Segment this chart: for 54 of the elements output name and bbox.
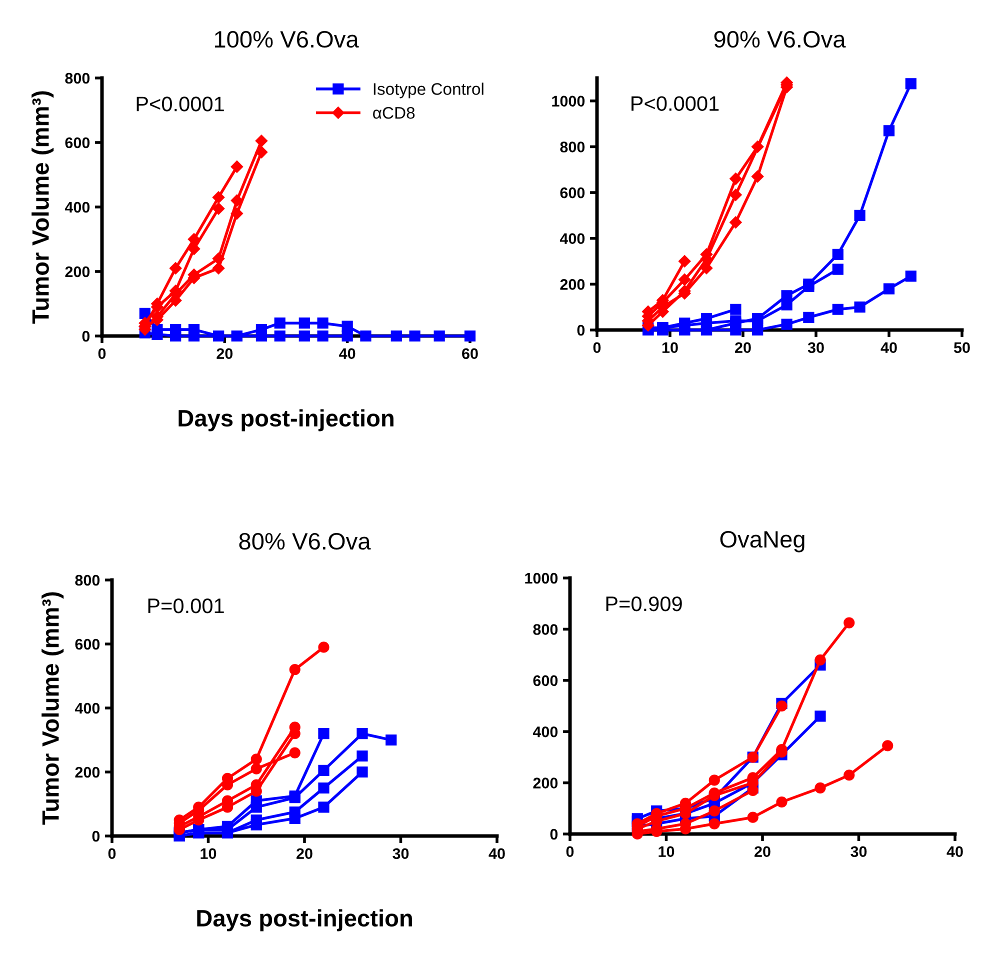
legend-label: Isotype Control — [374, 82, 484, 98]
x-tick-label: 10 — [658, 846, 674, 858]
y-tick-label: 200 — [75, 766, 100, 778]
annotation: P=0.909 — [606, 596, 682, 612]
x-tick-label: 10 — [200, 848, 216, 860]
y-tick-label: 0 — [82, 330, 90, 342]
annotation: P=0.001 — [148, 598, 224, 614]
y-tick-label: 600 — [560, 187, 585, 198]
x-tick-label: 30 — [850, 846, 867, 858]
y-tick-label: 1000 — [552, 96, 585, 107]
y-tick-label: 600 — [533, 675, 558, 686]
x-tick-label: 0 — [593, 342, 601, 354]
x-tick-label: 30 — [392, 848, 409, 860]
y-tick-label: 1000 — [525, 572, 558, 584]
x-tick-label: 10 — [662, 342, 678, 354]
annotation: P<0.0001 — [632, 96, 719, 111]
y-axis-title: Tumor Volume (mm³) — [32, 91, 54, 324]
y-axis-title: Tumor Volume (mm³) — [42, 592, 64, 825]
x-tick-label: 30 — [808, 342, 824, 354]
x-axis-title: Days post-injection — [197, 909, 412, 932]
x-tick-label: 50 — [954, 342, 970, 354]
x-tick-label: 20 — [735, 342, 751, 354]
chart-title: OvaNeg — [720, 530, 804, 552]
y-tick-label: 200 — [560, 279, 585, 290]
y-tick-label: 800 — [560, 142, 585, 152]
x-tick-label: 60 — [462, 348, 478, 360]
chart-title: 80% V6.Ova — [239, 532, 371, 550]
y-tick-label: 400 — [74, 702, 100, 714]
chart-title: 90% V6.Ova — [714, 30, 846, 48]
y-tick-label: 400 — [532, 726, 558, 738]
x-tick-label: 40 — [946, 846, 963, 858]
y-tick-label: 800 — [65, 72, 90, 84]
x-tick-label: 20 — [216, 348, 233, 360]
y-tick-label: 0 — [577, 324, 585, 336]
annotation: P<0.0001 — [136, 96, 224, 112]
legend-label: αCD8 — [373, 106, 415, 119]
y-tick-label: 400 — [560, 233, 585, 244]
y-tick-label: 600 — [75, 638, 100, 650]
x-tick-label: 20 — [296, 848, 312, 860]
y-tick-label: 0 — [550, 828, 558, 840]
x-tick-label: 0 — [108, 848, 116, 860]
y-tick-label: 200 — [65, 266, 90, 278]
y-tick-label: 0 — [92, 830, 100, 842]
x-tick-label: 20 — [754, 846, 770, 858]
chart-title: 100% V6.Ova — [214, 30, 359, 48]
y-tick-label: 600 — [65, 137, 90, 148]
x-tick-label: 40 — [880, 342, 897, 354]
x-tick-label: 40 — [339, 348, 356, 360]
y-tick-label: 400 — [64, 202, 90, 213]
x-tick-label: 40 — [488, 848, 505, 860]
y-tick-label: 800 — [533, 624, 558, 635]
y-tick-label: 200 — [533, 778, 558, 788]
x-axis-title: Days post-injection — [178, 409, 394, 432]
y-tick-label: 800 — [75, 574, 100, 586]
